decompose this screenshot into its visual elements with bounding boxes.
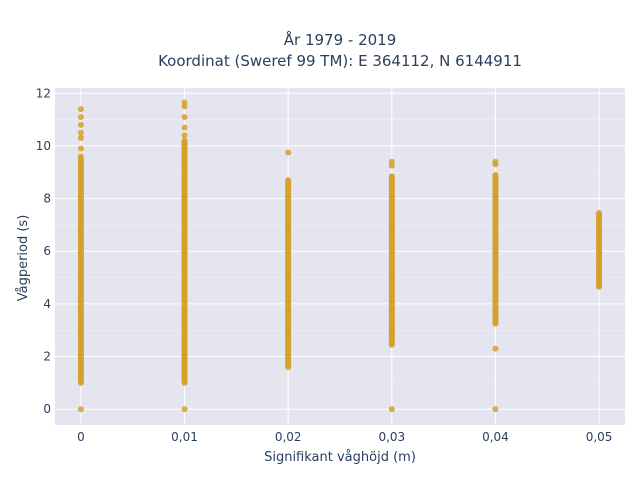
data-points: [77, 99, 603, 413]
series-3: [388, 158, 395, 413]
data-point: [285, 149, 292, 156]
series-2: [285, 149, 292, 371]
chart-title-line-2: Koordinat (Sweref 99 TM): E 364112, N 61…: [158, 52, 522, 70]
y-axis-ticks: 0 2 4 6 8 10 12: [36, 86, 51, 416]
chart-title-line-1: År 1979 - 2019: [284, 30, 397, 49]
series-4: [492, 158, 499, 413]
data-point: [388, 173, 395, 180]
data-point: [77, 129, 84, 136]
y-axis-label: Vågperiod (s): [16, 215, 31, 302]
data-point: [77, 153, 84, 160]
data-point: [492, 171, 499, 178]
data-point: [388, 158, 395, 165]
x-tick-label: 0,04: [482, 430, 509, 444]
data-point: [181, 124, 188, 131]
data-point: [181, 406, 188, 413]
data-point: [285, 177, 292, 184]
y-tick-label: 8: [43, 192, 51, 206]
x-axis-label: Signifikant våghöjd (m): [264, 450, 416, 465]
data-point: [492, 406, 499, 413]
x-tick-label: 0,01: [171, 430, 198, 444]
series-0: [77, 106, 84, 413]
y-tick-label: 6: [43, 244, 51, 258]
x-axis-ticks: 0 0,01 0,02 0,03 0,04 0,05: [77, 430, 612, 444]
y-tick-label: 4: [43, 297, 51, 311]
data-point: [77, 121, 84, 128]
y-tick-label: 0: [43, 402, 51, 416]
data-point: [596, 210, 603, 217]
data-point: [77, 135, 84, 142]
x-tick-label: 0,03: [378, 430, 405, 444]
chart-title: År 1979 - 2019 Koordinat (Sweref 99 TM):…: [158, 30, 522, 70]
data-point: [181, 113, 188, 120]
y-tick-label: 10: [36, 139, 51, 153]
x-tick-label: 0,02: [275, 430, 302, 444]
data-point: [181, 99, 188, 106]
data-point: [388, 406, 395, 413]
y-tick-label: 2: [43, 350, 51, 364]
data-point: [181, 137, 188, 144]
y-tick-label: 12: [36, 86, 51, 100]
data-point: [77, 113, 84, 120]
data-point: [77, 106, 84, 113]
x-tick-label: 0: [77, 430, 85, 444]
series-1: [181, 99, 188, 413]
series-5: [596, 210, 603, 290]
x-tick-label: 0,05: [586, 430, 613, 444]
data-point: [77, 145, 84, 152]
data-point: [77, 406, 84, 413]
data-point: [492, 345, 499, 352]
plot-area: [55, 88, 625, 425]
data-point: [181, 132, 188, 139]
data-point: [492, 158, 499, 165]
